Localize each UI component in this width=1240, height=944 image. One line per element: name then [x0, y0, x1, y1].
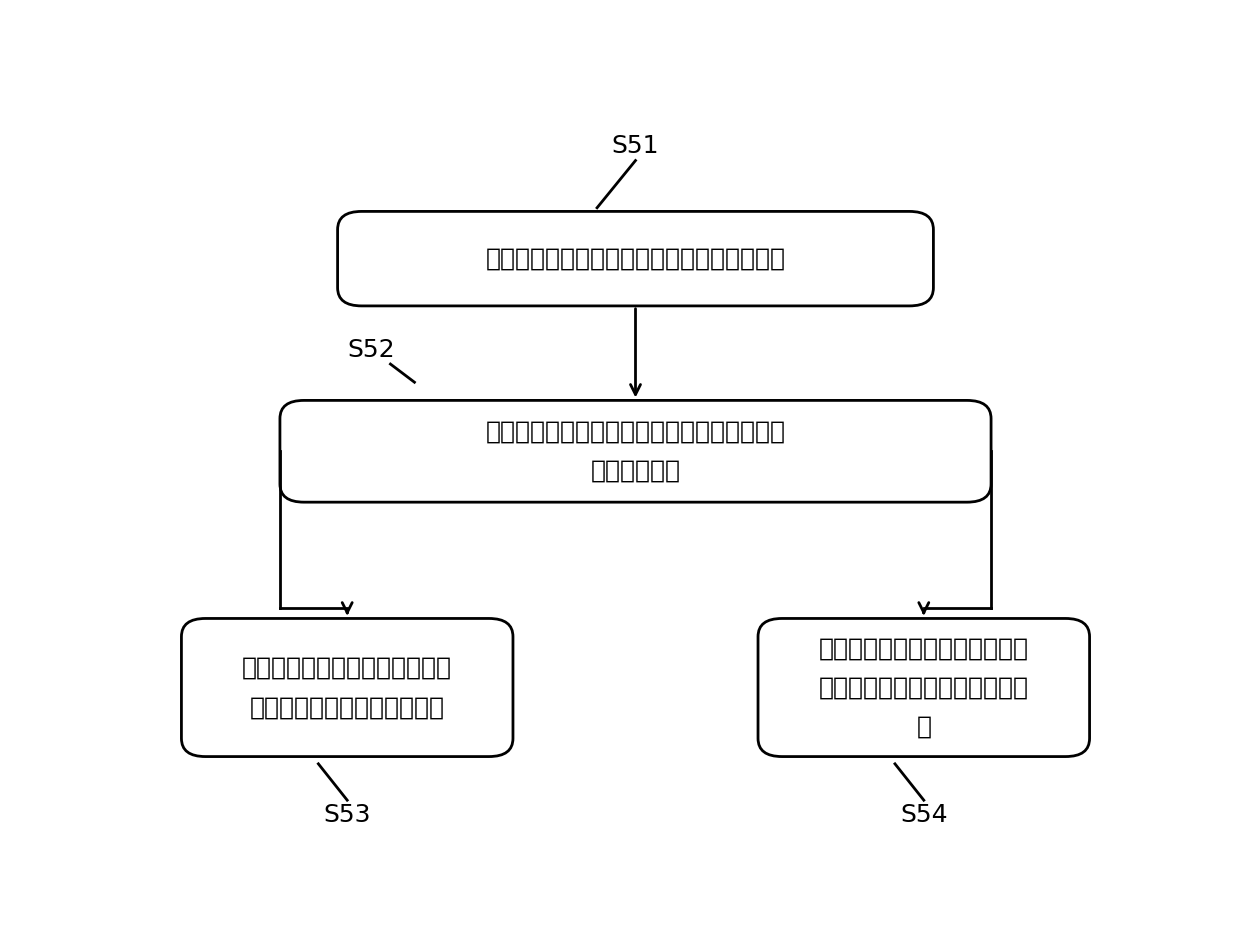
Text: S52: S52	[347, 338, 396, 362]
FancyBboxPatch shape	[181, 618, 513, 756]
FancyBboxPatch shape	[758, 618, 1090, 756]
FancyBboxPatch shape	[337, 211, 934, 306]
Text: S53: S53	[324, 802, 371, 827]
Text: 如果所述测试差值不在预置差值
范围内，电能表自检测功能不正
常: 如果所述测试差值不在预置差值 范围内，电能表自检测功能不正 常	[818, 636, 1029, 739]
Text: 如果所述测试差值在预置差值范
围内，电能表自检测功能正常: 如果所述测试差值在预置差值范 围内，电能表自检测功能正常	[242, 656, 453, 719]
Text: 计算所述自检测结果值和理论结果值的差值，
获得测试差值: 计算所述自检测结果值和理论结果值的差值， 获得测试差值	[486, 420, 785, 483]
Text: S51: S51	[611, 134, 660, 158]
FancyBboxPatch shape	[280, 400, 991, 502]
Text: S54: S54	[900, 802, 947, 827]
Text: 获取所述电能表的自检测结果值和理论结果值: 获取所述电能表的自检测结果值和理论结果值	[486, 246, 785, 271]
